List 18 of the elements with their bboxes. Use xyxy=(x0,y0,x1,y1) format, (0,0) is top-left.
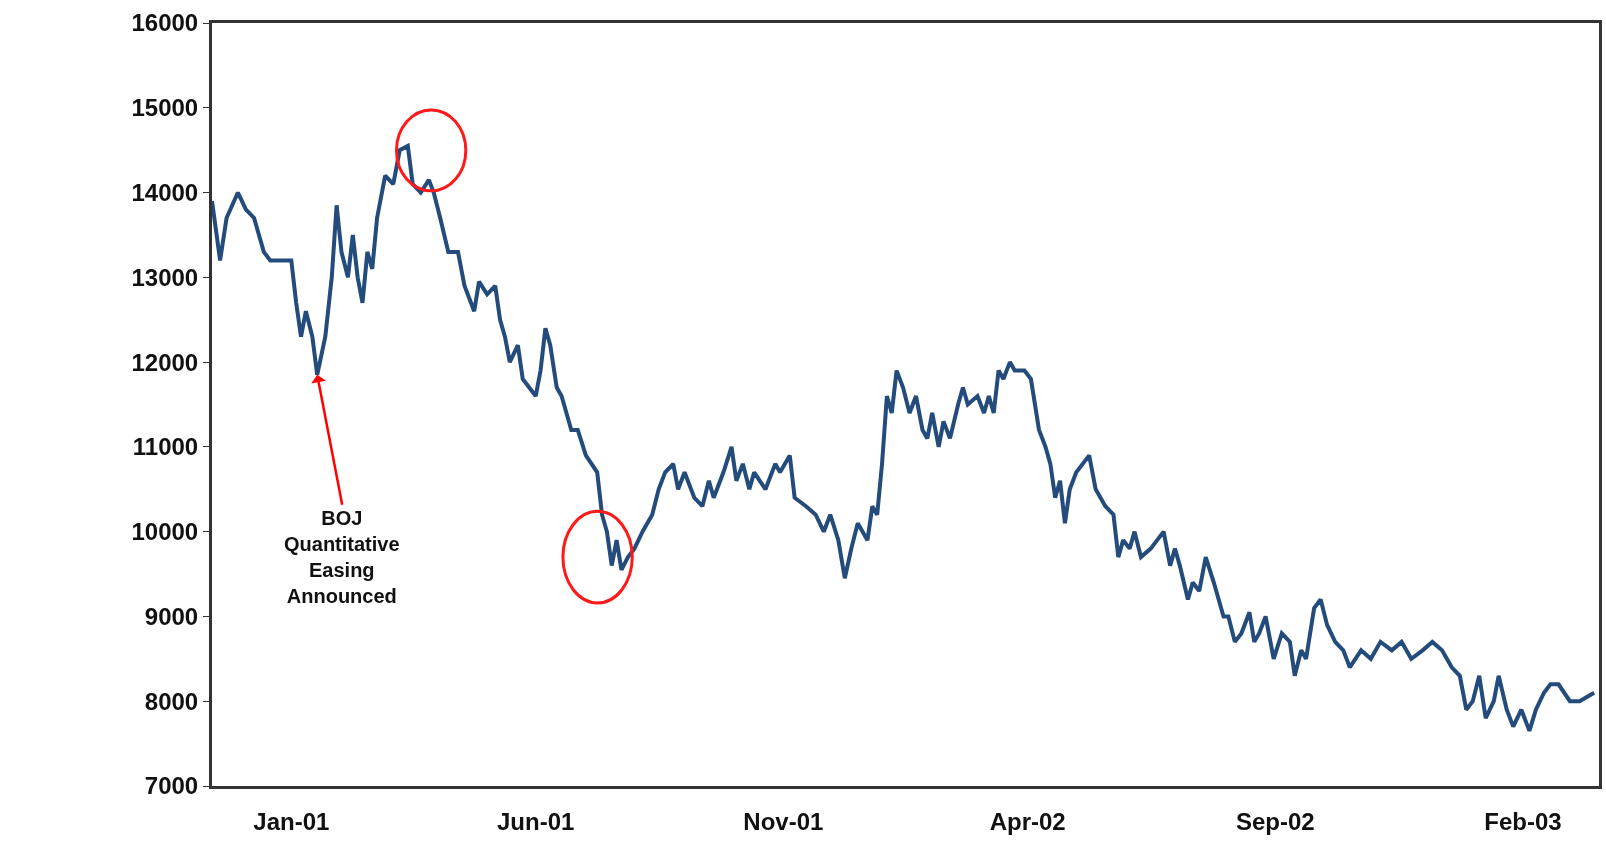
y-tick-label: 9000 xyxy=(144,602,199,630)
y-tick-label: 8000 xyxy=(144,687,199,715)
y-tick-label: 10000 xyxy=(131,518,199,546)
y-tick-label: 14000 xyxy=(131,178,199,206)
line-series xyxy=(212,143,1597,733)
y-tick-label: 11000 xyxy=(132,433,199,461)
annotation: BOJ Quantitative Easing Announced xyxy=(284,507,400,607)
x-tick-label: Sep-02 xyxy=(1235,807,1315,835)
y-tick-label: 12000 xyxy=(131,348,199,376)
y-tick-label: 13000 xyxy=(131,263,199,291)
x-tick-label: Jun-01 xyxy=(497,807,575,835)
y-tick-label: 15000 xyxy=(131,94,199,122)
x-tick-label: Jan-01 xyxy=(253,807,330,835)
x-tick-label: Feb-03 xyxy=(1484,807,1562,835)
y-tick-label: 7000 xyxy=(144,772,199,800)
x-tick-label: Nov-01 xyxy=(743,807,824,835)
x-tick-label: Apr-02 xyxy=(989,807,1066,835)
y-tick-label: 16000 xyxy=(131,9,199,37)
